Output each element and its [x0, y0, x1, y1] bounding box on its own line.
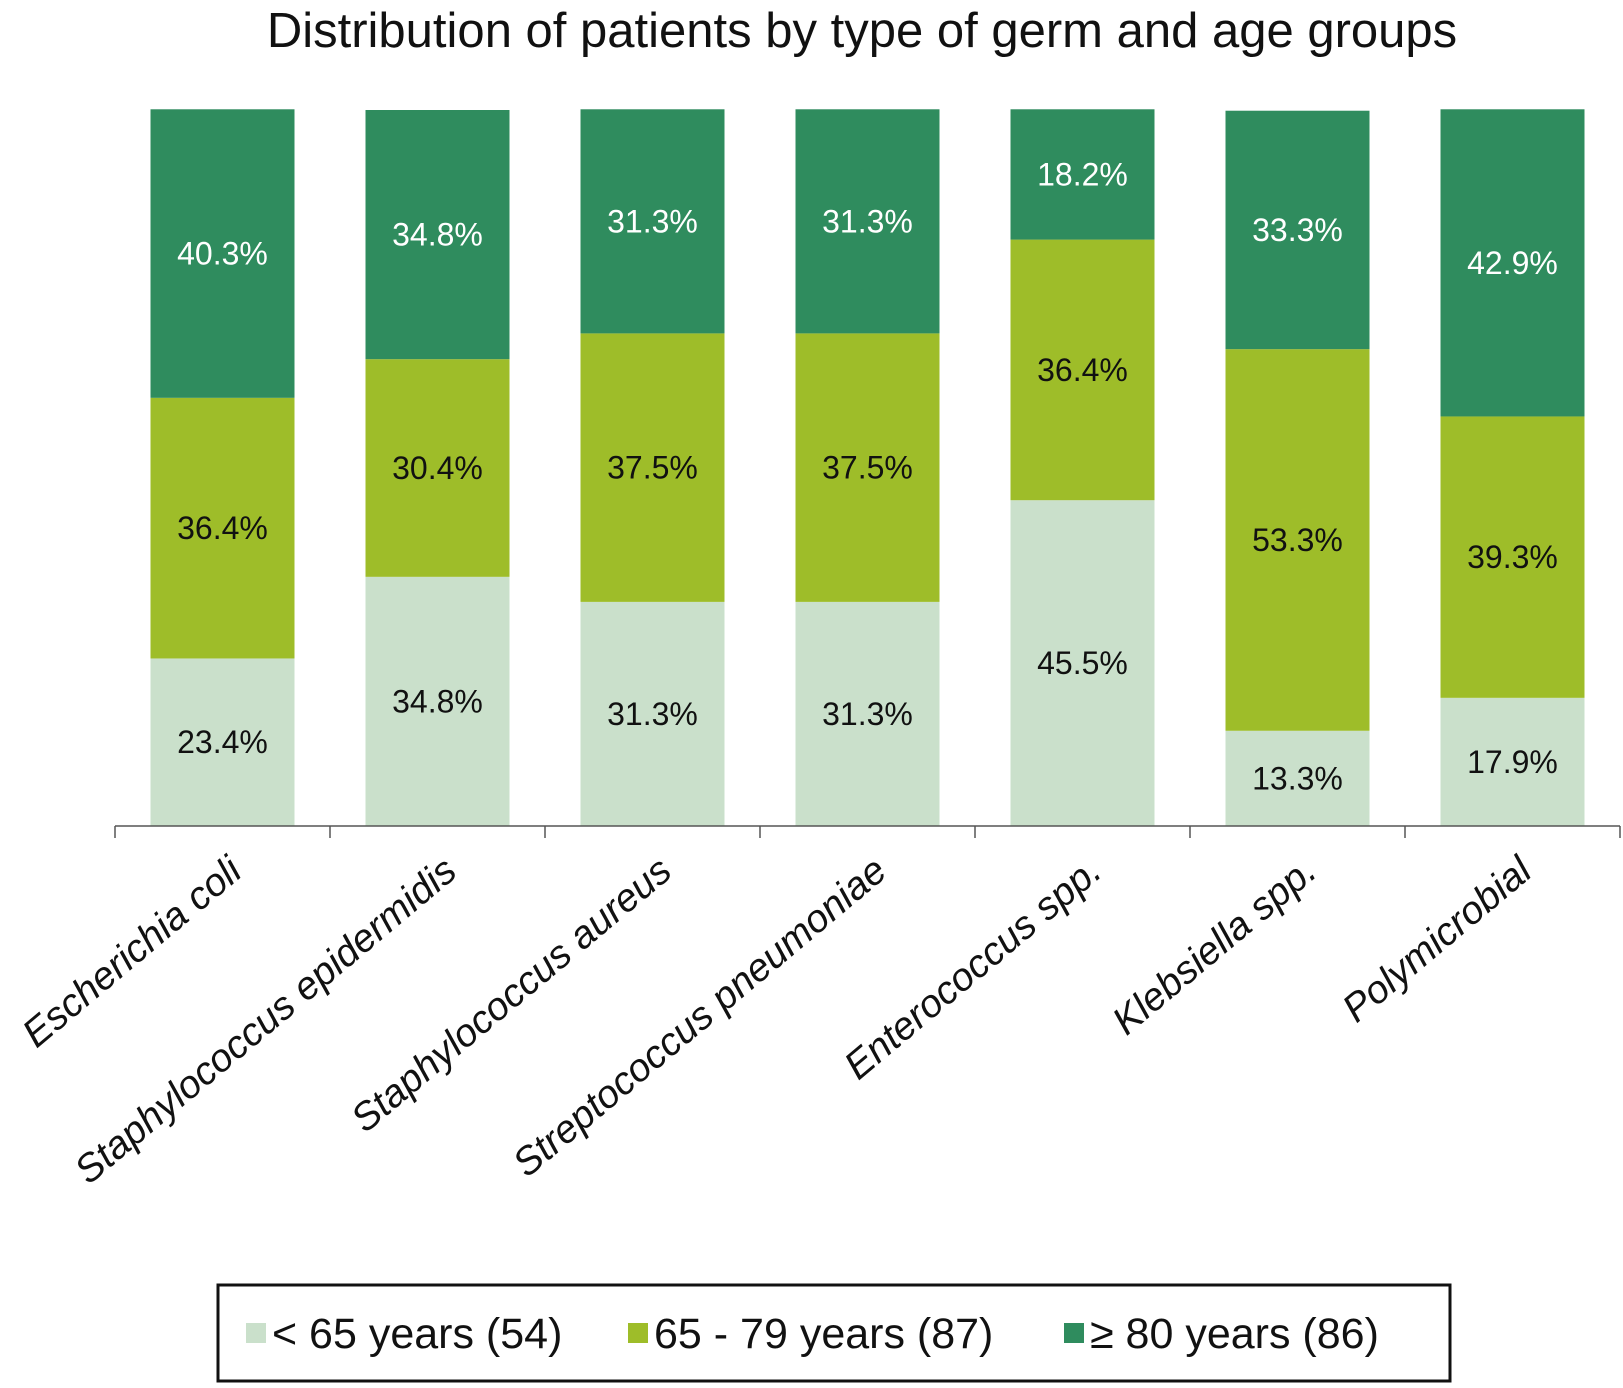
bar-value-label: 37.5% [822, 450, 913, 486]
bar-group-staphylococcus-aureus: 31.3% 37.5% 31.3% [580, 109, 725, 826]
bar-segment [365, 576, 510, 826]
bar-value-label: 17.9% [1467, 744, 1558, 780]
bar-group-staphylococcus-epidermidis: 34.8% 30.4% 34.8% [365, 110, 510, 826]
bars-layer: 23.4% 36.4% 40.3% 34.8% 30.4% 34.8% 31.3% 37.5%… [150, 109, 1585, 826]
bar-segment [1440, 109, 1585, 417]
category-label: Polymicrobial [1334, 848, 1540, 1031]
legend-swatch [1064, 1323, 1084, 1343]
bar-value-label: 45.5% [1037, 645, 1128, 681]
legend-swatch [628, 1323, 648, 1343]
legend: < 65 years (54) 65 - 79 years (87) ≥ 80 ye… [216, 1283, 1452, 1383]
bar-value-label: 18.2% [1037, 156, 1128, 192]
bar-value-label: 31.3% [822, 203, 913, 239]
bar-value-label: 53.3% [1252, 522, 1343, 558]
bar-segment [580, 333, 725, 602]
bar-segment [1440, 697, 1585, 826]
bar-group-enterococcus-spp: 45.5% 36.4% 18.2% [1010, 109, 1155, 826]
bar-group-escherichia-coli: 23.4% 36.4% 40.3% [150, 109, 295, 826]
category-label: Klebsiella spp. [1104, 849, 1324, 1044]
bar-value-label: 13.3% [1252, 760, 1343, 796]
category-label: Staphylococcus epidermidis [67, 849, 465, 1193]
bar-group-polymicrobial: 17.9% 39.3% 42.9% [1440, 109, 1585, 826]
bar-segment [1440, 416, 1585, 698]
bar-segment [150, 658, 295, 826]
bar-value-label: 40.3% [177, 236, 268, 272]
legend-box [216, 1283, 1452, 1383]
category-label: Escherichia coli [15, 848, 251, 1056]
bar-segment [1225, 730, 1370, 826]
bar-value-label: 42.9% [1467, 245, 1558, 281]
bar-value-label: 37.5% [607, 450, 698, 486]
bar-segment [795, 109, 940, 334]
bar-value-label: 23.4% [177, 724, 268, 760]
category-label: Streptococcus pneumoniae [505, 849, 895, 1186]
legend-entry-label: < 65 years (54) [272, 1310, 562, 1358]
bar-segment [580, 109, 725, 334]
legend-entry-label: 65 - 79 years (87) [654, 1310, 993, 1358]
bar-segment [795, 601, 940, 826]
bar-segment [1225, 110, 1370, 350]
bar-group-klebsiella-spp: 13.3% 53.3% 33.3% [1225, 110, 1370, 826]
bar-segment [1010, 239, 1155, 501]
bar-value-label: 31.3% [822, 696, 913, 732]
bar-value-label: 31.3% [607, 203, 698, 239]
bar-group-streptococcus-pneumoniae: 31.3% 37.5% 31.3% [795, 109, 940, 826]
bar-value-label: 34.8% [392, 683, 483, 719]
bar-value-label: 39.3% [1467, 539, 1558, 575]
bar-segment [1225, 349, 1370, 731]
bar-segment [1010, 500, 1155, 826]
x-axis [114, 825, 1621, 838]
bar-value-label: 33.3% [1252, 212, 1343, 248]
legend-entry-label: ≥ 80 years (86) [1090, 1310, 1379, 1358]
bar-segment [580, 601, 725, 826]
bar-segment [150, 397, 295, 659]
bar-segment [365, 110, 510, 360]
bar-value-label: 36.4% [1037, 352, 1128, 388]
bar-value-label: 30.4% [392, 450, 483, 486]
bar-segment [365, 359, 510, 577]
bar-segment [795, 333, 940, 602]
chart-title: Distribution of patients by type of germ… [267, 4, 1457, 58]
bar-segment [1010, 109, 1155, 240]
bar-segment [150, 109, 295, 398]
bar-value-label: 34.8% [392, 217, 483, 253]
bar-value-label: 31.3% [607, 696, 698, 732]
legend-swatch [246, 1323, 266, 1343]
bar-value-label: 36.4% [177, 510, 268, 546]
